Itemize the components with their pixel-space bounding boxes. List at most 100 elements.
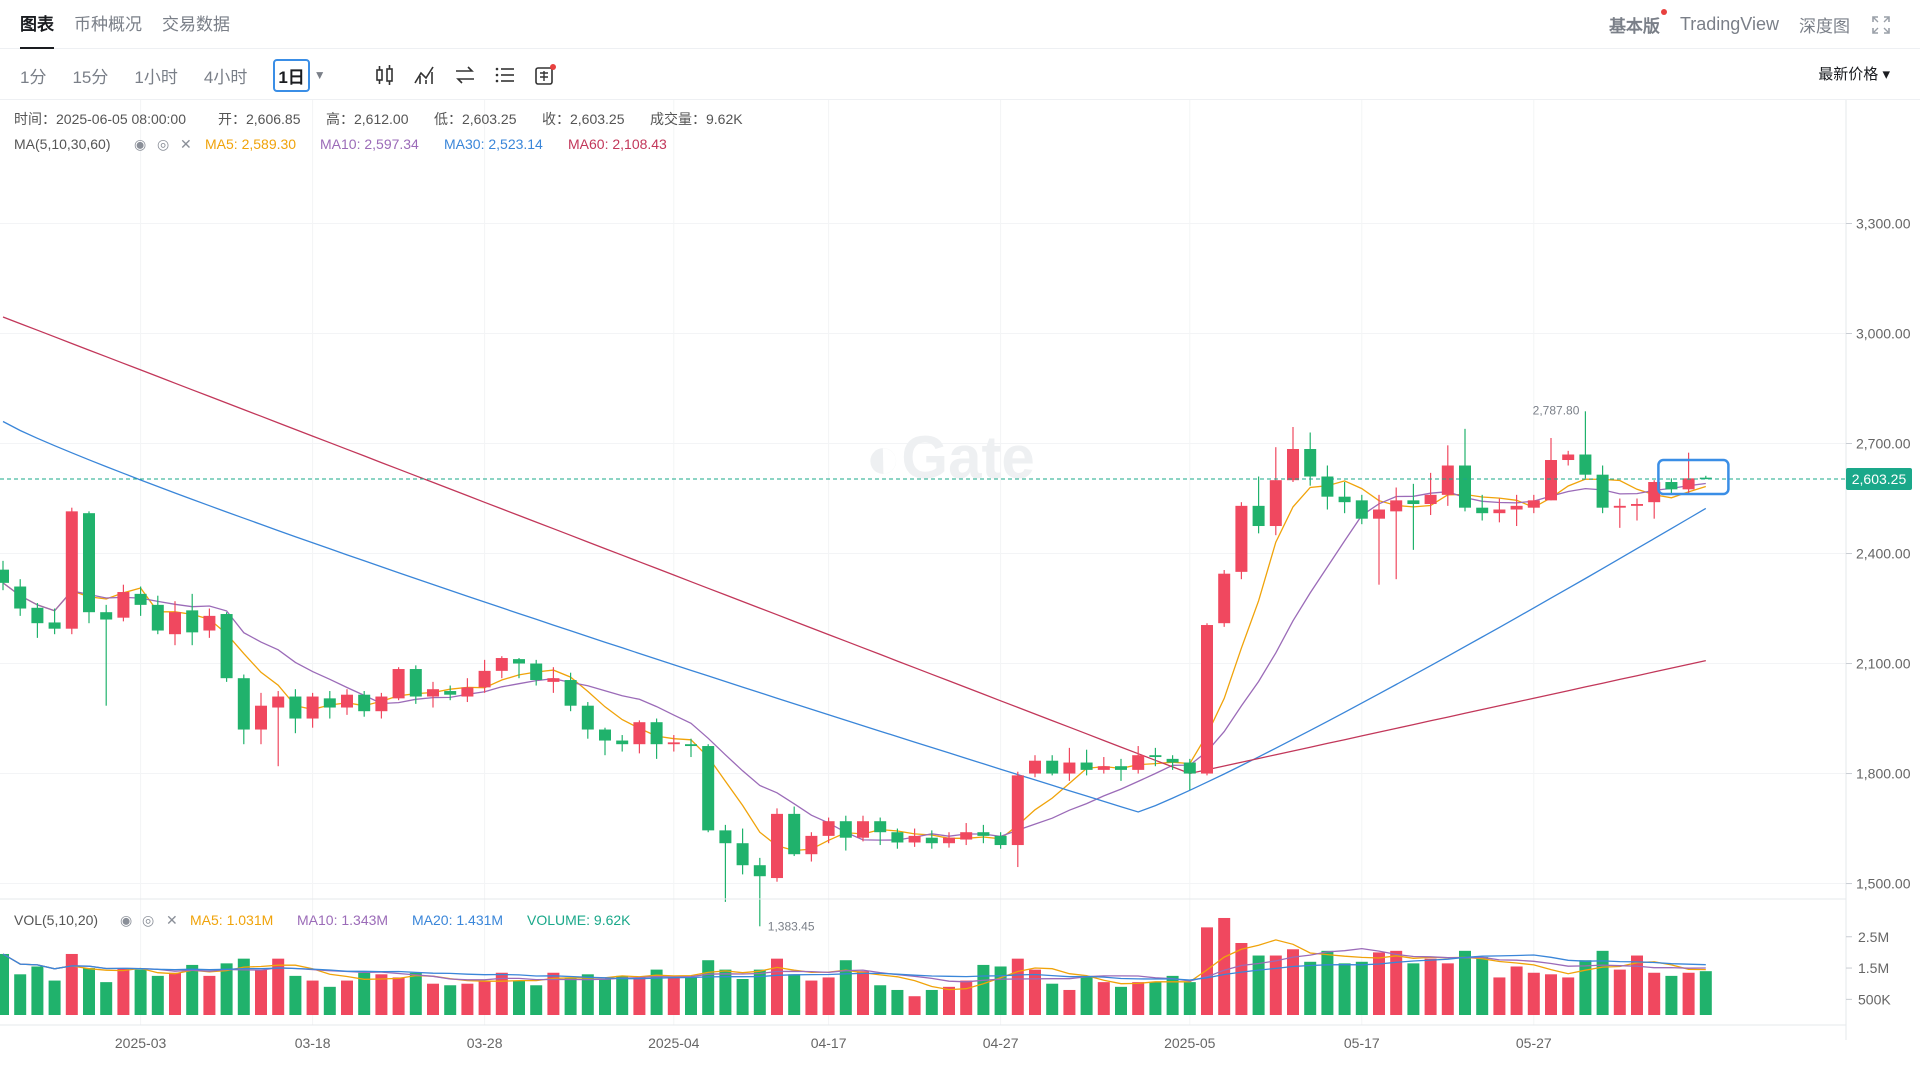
volume-bar xyxy=(1493,977,1506,1015)
candle-body xyxy=(48,622,61,629)
tab-coin-overview[interactable]: 币种概况 xyxy=(74,15,142,34)
candle-body xyxy=(117,592,130,618)
interval-1m[interactable]: 1分 xyxy=(20,67,47,87)
volume-bar xyxy=(994,966,1007,1015)
candle-body xyxy=(667,742,680,745)
interval-4h[interactable]: 4小时 xyxy=(203,67,248,87)
volume-bar xyxy=(1338,963,1351,1015)
vol-ma20-line xyxy=(2,953,1706,981)
volume-bar xyxy=(48,980,61,1015)
candle-body xyxy=(83,513,95,613)
volume-bar xyxy=(1201,927,1213,1015)
interval-15m[interactable]: 15分 xyxy=(72,67,109,87)
basic-version-label: 基本版 xyxy=(1608,17,1660,36)
price-axis: 3,300.00 3,000.00 2,700.00 2,400.00 2,100.00… xyxy=(1846,215,1911,892)
volume-bar xyxy=(1476,957,1489,1015)
vol-ma5-line xyxy=(2,939,1706,991)
volume-bar xyxy=(977,964,990,1015)
fullscreen-icon[interactable] xyxy=(1870,14,1892,36)
candle-body xyxy=(736,843,749,866)
list-settings-icon[interactable] xyxy=(492,62,518,88)
volume-bar xyxy=(323,986,336,1015)
candle-body xyxy=(564,680,577,706)
candlestick-type-icon[interactable] xyxy=(372,62,398,88)
volume-bar xyxy=(1218,917,1231,1015)
volume-bar xyxy=(65,953,78,1015)
interval-dropdown-icon[interactable]: ▼ xyxy=(313,68,326,82)
candle-body xyxy=(1613,505,1626,508)
candle-body xyxy=(1407,500,1420,505)
price-type-select[interactable]: 最新价格 ▾ xyxy=(1818,66,1890,83)
interval-1h[interactable]: 1小时 xyxy=(134,67,178,87)
view-switcher: 基本版 TradingView 深度图 xyxy=(1609,0,1892,49)
price-chart[interactable]: ◐Gate 3,300.00 3,000.00 2,700.00 2,400.00 2,… xyxy=(0,100,1920,1080)
volume-bar xyxy=(908,996,921,1015)
volume-tick-label: 500K xyxy=(1858,991,1891,1007)
volume-bar xyxy=(392,977,405,1015)
interval-1d[interactable]: 1日 xyxy=(273,58,310,92)
compare-icon[interactable] xyxy=(452,62,478,88)
ma5-line xyxy=(2,478,1706,852)
volume-bar xyxy=(1132,982,1145,1015)
chart-area[interactable]: ◐Gate 3,300.00 3,000.00 2,700.00 2,400.00 2,… xyxy=(0,100,1920,1080)
volume-bar xyxy=(943,986,955,1015)
candle-body xyxy=(1562,454,1575,461)
volume-bar xyxy=(685,977,697,1015)
volume-bar xyxy=(1287,949,1299,1015)
volume-tick-label: 1.5M xyxy=(1858,960,1889,976)
candle-body xyxy=(1459,465,1471,508)
volume-bar xyxy=(857,971,869,1015)
vol-target-icon: ◎ xyxy=(142,912,154,928)
candle-body xyxy=(771,813,783,879)
candle-body xyxy=(805,835,818,855)
candle-body xyxy=(358,694,371,712)
time-tick-label: 2025-05 xyxy=(1164,1035,1216,1051)
tab-chart[interactable]: 图表 xyxy=(20,0,54,49)
candle-body xyxy=(1665,482,1678,490)
min-price-marker: 1,383.45 xyxy=(768,919,815,933)
price-tick-label: 1,800.00 xyxy=(1856,766,1911,782)
volume-bar xyxy=(1648,972,1661,1015)
volume-bar xyxy=(513,980,525,1015)
indicators-icon[interactable] xyxy=(412,62,438,88)
info-low: 低：2,603.25 xyxy=(434,111,517,127)
volume-bar xyxy=(736,979,749,1015)
candle-body xyxy=(1252,505,1265,527)
candle-body xyxy=(1097,766,1110,770)
candle-body xyxy=(1218,573,1231,624)
candle-body xyxy=(409,669,422,697)
ma10-line xyxy=(2,482,1706,841)
candle-body xyxy=(495,658,508,671)
volume-bar xyxy=(1562,977,1575,1015)
ma10-legend: MA10: 2,597.34 xyxy=(320,136,419,152)
candle-body xyxy=(1269,480,1282,527)
candle-body xyxy=(1355,500,1368,519)
candle-body xyxy=(839,821,852,838)
candle-body xyxy=(134,593,147,605)
candle-body xyxy=(1287,449,1299,481)
volume-bar xyxy=(667,977,680,1015)
depth-chart-button[interactable]: 深度图 xyxy=(1799,17,1850,36)
volume-bar xyxy=(1115,986,1127,1015)
target-icon: ◎ xyxy=(157,136,169,152)
volume-ma-lines xyxy=(2,939,1706,991)
candle-body xyxy=(203,615,216,631)
volume-bar xyxy=(564,977,577,1015)
candle-body xyxy=(977,832,990,836)
candle-body xyxy=(478,670,491,688)
ma60-line xyxy=(2,316,1706,775)
candle-body xyxy=(960,832,973,840)
tradingview-button[interactable]: TradingView xyxy=(1679,14,1779,34)
basic-version-button[interactable]: 基本版 xyxy=(1608,9,1667,37)
volume-bar xyxy=(478,980,491,1015)
candle-body xyxy=(1493,509,1506,514)
tab-trading-data[interactable]: 交易数据 xyxy=(162,15,230,34)
ma60-legend: MA60: 2,108.43 xyxy=(568,136,667,152)
volume-bar xyxy=(1166,975,1179,1015)
candle-body xyxy=(1029,760,1041,774)
volume-bar xyxy=(753,969,766,1015)
settings-icon[interactable] xyxy=(532,62,558,88)
candle-body xyxy=(427,689,439,697)
vol-legend-label: VOL(5,10,20) xyxy=(14,912,98,928)
volume-bar xyxy=(151,975,164,1015)
